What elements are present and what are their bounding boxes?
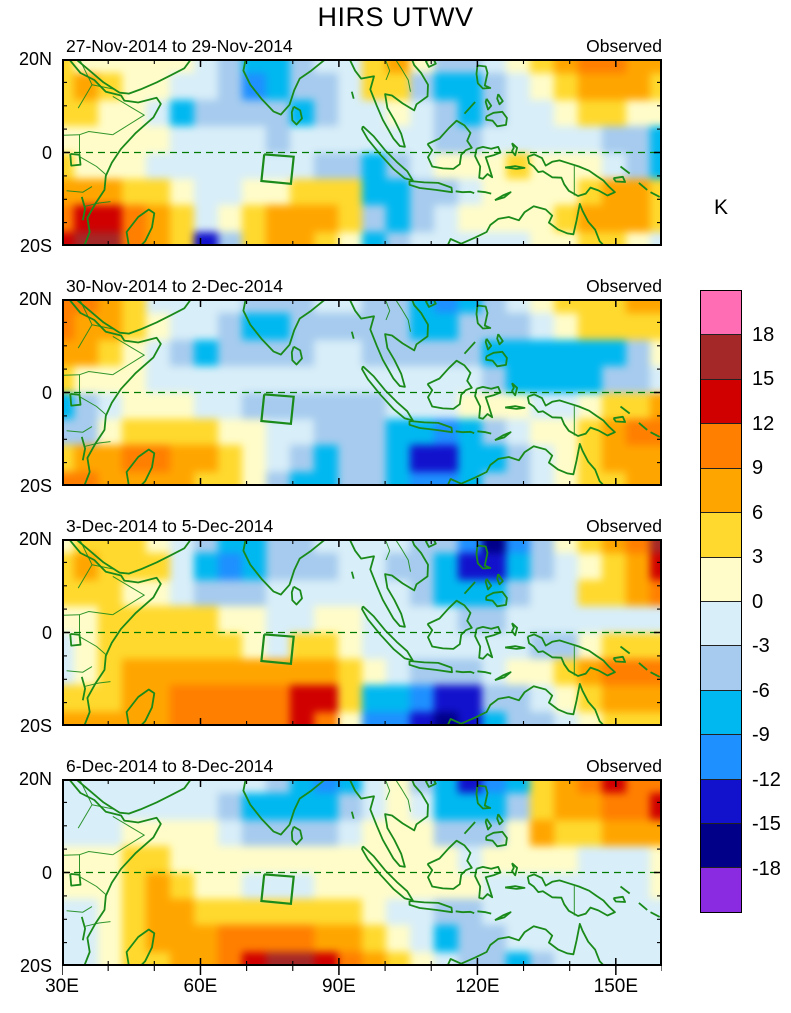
panel-1-map	[62, 59, 662, 246]
y-tick-label-20s: 20S	[19, 476, 52, 496]
region-box	[260, 633, 295, 665]
panel-4-date-range: 6-Dec-2014 to 8-Dec-2014	[66, 756, 274, 776]
colorbar-segment-11	[701, 778, 741, 824]
panel-4-source-label: Observed	[586, 756, 662, 776]
panel-3-header: 3-Dec-2014 to 5-Dec-2014 Observed	[62, 512, 662, 539]
y-tick-label-20s: 20S	[19, 956, 52, 976]
colorbar-tick-6: 6	[752, 501, 764, 524]
colorbar-tick-9: 9	[752, 457, 764, 479]
map-overlay-4	[62, 779, 662, 966]
map-overlay-2	[62, 299, 662, 486]
panel-1-source-label: Observed	[586, 36, 662, 56]
x-tick-label-150e: 150E	[593, 976, 639, 997]
colorbar-unit-label: K	[713, 196, 728, 219]
panel-2-header: 30-Nov-2014 to 2-Dec-2014 Observed	[62, 272, 662, 299]
colorbar-segment-9	[701, 689, 741, 735]
panel-3-date-range: 3-Dec-2014 to 5-Dec-2014	[66, 516, 274, 536]
x-axis-ticks	[62, 966, 662, 975]
anomaly-fill-4	[62, 779, 662, 966]
panel-1: 27-Nov-2014 to 29-Nov-2014 Observed	[62, 32, 662, 246]
colorbar-tick-0: 0	[752, 590, 764, 613]
panel-4: 6-Dec-2014 to 8-Dec-2014 Observed	[62, 752, 662, 966]
colorbar-tick--9: -9	[752, 724, 770, 746]
panel-2-source-label: Observed	[586, 276, 662, 296]
y-tick-label-20n: 20N	[18, 769, 52, 789]
colorbar-segment-7	[701, 600, 741, 646]
y-tick-label-20n: 20N	[18, 289, 52, 309]
region-box	[260, 393, 295, 425]
colorbar-segment-8	[701, 645, 741, 690]
y-tick-label-20s: 20S	[19, 236, 52, 256]
colorbar-tick--12: -12	[752, 768, 781, 791]
panel-3-source-label: Observed	[586, 516, 662, 536]
colorbar-tick-3: 3	[752, 546, 764, 568]
colorbar-segment-3	[701, 423, 741, 468]
colorbar-tick--3: -3	[752, 635, 770, 657]
x-tick-label-120e: 120E	[455, 976, 500, 997]
colorbar-segment-2	[701, 378, 741, 424]
panel-2-map	[62, 299, 662, 486]
colorbar-segment-0	[701, 291, 741, 335]
colorbar-tick-18: 18	[752, 323, 775, 346]
y-tick-label-0: 0	[41, 622, 52, 643]
panel-2-date-range: 30-Nov-2014 to 2-Dec-2014	[66, 276, 283, 296]
panel-3-map	[62, 539, 662, 726]
colorbar-segment-5	[701, 512, 741, 557]
figure-title: HIRS UTWV	[317, 2, 474, 32]
colorbar-segment-10	[701, 734, 741, 779]
x-tick-label-30e: 30E	[45, 976, 79, 997]
panel-2: 30-Nov-2014 to 2-Dec-2014 Observed	[62, 272, 662, 486]
colorbar-segment-13	[701, 867, 741, 912]
colorbar-segment-12	[701, 823, 741, 868]
colorbar-tick-12: 12	[752, 412, 775, 435]
panel-4-map	[62, 779, 662, 966]
region-box	[260, 153, 295, 185]
colorbar	[700, 290, 742, 913]
y-tick-label-0: 0	[41, 862, 52, 883]
y-tick-label-20s: 20S	[19, 716, 52, 736]
colorbar-tick--6: -6	[752, 679, 770, 702]
panel-3: 3-Dec-2014 to 5-Dec-2014 Observed	[62, 512, 662, 726]
colorbar-segment-1	[701, 334, 741, 379]
y-tick-label-0: 0	[41, 142, 52, 163]
x-tick-label-60e: 60E	[183, 976, 218, 997]
colorbar-segment-6	[701, 556, 741, 601]
panel-1-date-range: 27-Nov-2014 to 29-Nov-2014	[66, 36, 293, 56]
region-box	[260, 873, 295, 905]
x-tick-label-90e: 90E	[322, 976, 356, 997]
y-tick-label-0: 0	[41, 382, 52, 403]
colorbar-tick--18: -18	[752, 857, 781, 880]
panel-1-header: 27-Nov-2014 to 29-Nov-2014 Observed	[62, 32, 662, 59]
map-overlay-3	[62, 539, 662, 726]
colorbar-tick-15: 15	[752, 368, 775, 390]
panel-4-header: 6-Dec-2014 to 8-Dec-2014 Observed	[62, 752, 662, 779]
colorbar-segment-4	[701, 467, 741, 513]
map-overlay-1	[62, 59, 662, 246]
y-tick-label-20n: 20N	[18, 529, 52, 549]
colorbar-tick--15: -15	[752, 813, 781, 835]
y-tick-label-20n: 20N	[18, 49, 52, 69]
